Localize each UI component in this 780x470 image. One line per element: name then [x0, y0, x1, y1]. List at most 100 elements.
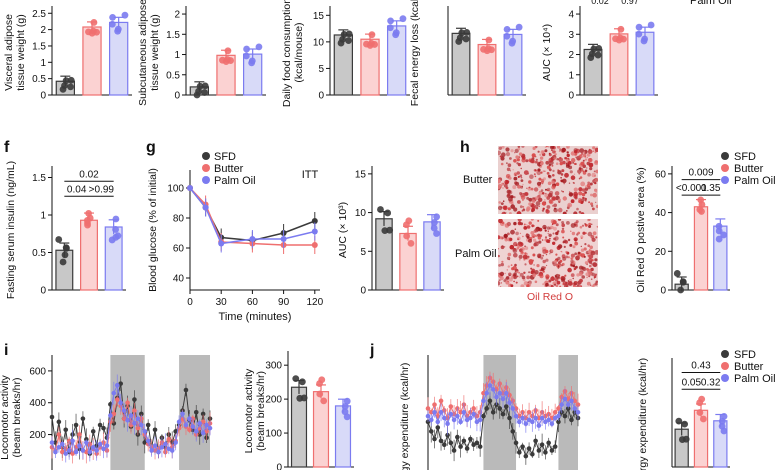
- stain-droplet: [584, 223, 586, 225]
- data-point: [635, 23, 643, 31]
- stain-droplet: [566, 221, 570, 225]
- data-point: [526, 446, 532, 451]
- data-point: [425, 413, 431, 419]
- stain-droplet: [595, 190, 598, 193]
- y-tick-label: 10: [355, 208, 367, 219]
- y-tick-label: 60: [655, 169, 667, 180]
- data-point: [484, 390, 489, 396]
- y-tick-label: 0.5: [32, 248, 46, 259]
- data-point: [114, 382, 120, 388]
- stain-droplet: [516, 171, 520, 175]
- data-point: [675, 417, 683, 425]
- stain-droplet: [539, 153, 542, 156]
- stain-droplet: [526, 187, 528, 189]
- data-point: [343, 413, 351, 421]
- data-point: [118, 381, 123, 386]
- stain-droplet: [562, 190, 564, 193]
- stain-droplet: [567, 238, 571, 242]
- data-point: [536, 448, 542, 453]
- stain-droplet: [548, 157, 553, 163]
- data-point: [458, 444, 463, 449]
- stain-droplet: [531, 157, 535, 161]
- stain-droplet: [507, 232, 510, 236]
- data-point: [572, 406, 578, 411]
- data-point: [462, 35, 470, 43]
- stain-droplet: [547, 230, 549, 232]
- data-point: [428, 409, 434, 415]
- data-point: [483, 47, 491, 55]
- histology-row-label-palm-oil: Palm Oil: [455, 248, 497, 260]
- stain-droplet: [506, 193, 511, 199]
- data-point: [699, 415, 707, 423]
- stain-droplet: [584, 197, 587, 201]
- stain-droplet: [528, 180, 532, 184]
- data-point: [204, 429, 209, 434]
- stain-droplet: [557, 267, 560, 269]
- data-point: [407, 239, 415, 247]
- data-point: [696, 409, 704, 416]
- stain-droplet: [536, 253, 542, 259]
- stain-droplet: [539, 269, 542, 272]
- stain-droplet: [570, 257, 573, 260]
- stain-droplet: [551, 149, 553, 152]
- data-point: [500, 411, 506, 417]
- stain-droplet: [513, 159, 517, 163]
- data-point: [503, 404, 509, 409]
- data-point: [132, 421, 137, 426]
- data-point: [381, 227, 389, 235]
- stain-droplet: [570, 199, 575, 204]
- stain-droplet: [527, 172, 529, 175]
- panel-letter-g: g: [146, 139, 156, 156]
- data-point: [63, 427, 69, 433]
- stain-droplet: [510, 275, 514, 279]
- stain-droplet: [534, 234, 538, 238]
- stain-droplet: [581, 224, 585, 227]
- stain-droplet: [577, 251, 581, 255]
- stain-droplet: [510, 229, 515, 235]
- data-point: [517, 419, 522, 425]
- data-point: [562, 396, 568, 402]
- stain-droplet: [594, 178, 599, 183]
- stain-droplet: [592, 146, 596, 150]
- stain-droplet: [589, 245, 593, 250]
- stain-droplet: [543, 177, 546, 181]
- data-point: [442, 442, 447, 448]
- stain-droplet: [516, 275, 519, 278]
- stain-droplet: [581, 275, 585, 279]
- stain-droplet: [517, 145, 521, 148]
- stain-droplet: [562, 160, 566, 165]
- data-point: [530, 419, 535, 425]
- stain-droplet: [531, 207, 535, 212]
- stain-droplet: [575, 281, 578, 284]
- stain-droplet: [519, 232, 522, 235]
- histology-palm-oil-image: [495, 217, 600, 290]
- stain-droplet: [545, 253, 548, 256]
- data-point: [345, 30, 353, 38]
- stain-droplet: [566, 151, 569, 154]
- stain-droplet: [587, 149, 593, 154]
- data-point: [169, 448, 175, 453]
- stain-droplet: [572, 162, 574, 164]
- stain-droplet: [512, 185, 517, 190]
- stain-droplet: [582, 266, 587, 272]
- stain-droplet: [554, 191, 560, 196]
- stain-droplet: [513, 252, 518, 258]
- y-axis-label: AUC (× 10³): [337, 202, 349, 258]
- data-point: [451, 417, 457, 423]
- data-point: [152, 427, 158, 433]
- data-point: [487, 383, 493, 388]
- data-point: [243, 45, 250, 53]
- y-tick-label: 0.5: [166, 70, 180, 81]
- stain-droplet: [587, 181, 591, 185]
- data-point: [640, 37, 648, 45]
- data-point: [292, 375, 300, 382]
- data-point: [458, 409, 463, 415]
- data-point: [448, 411, 454, 417]
- data-point: [55, 236, 63, 243]
- stain-droplet: [546, 264, 548, 267]
- stain-droplet: [532, 253, 536, 257]
- stain-droplet: [508, 176, 512, 180]
- y-tick-label: 0: [174, 91, 180, 102]
- panel-letter-f: f: [4, 139, 10, 156]
- data-point: [80, 416, 86, 421]
